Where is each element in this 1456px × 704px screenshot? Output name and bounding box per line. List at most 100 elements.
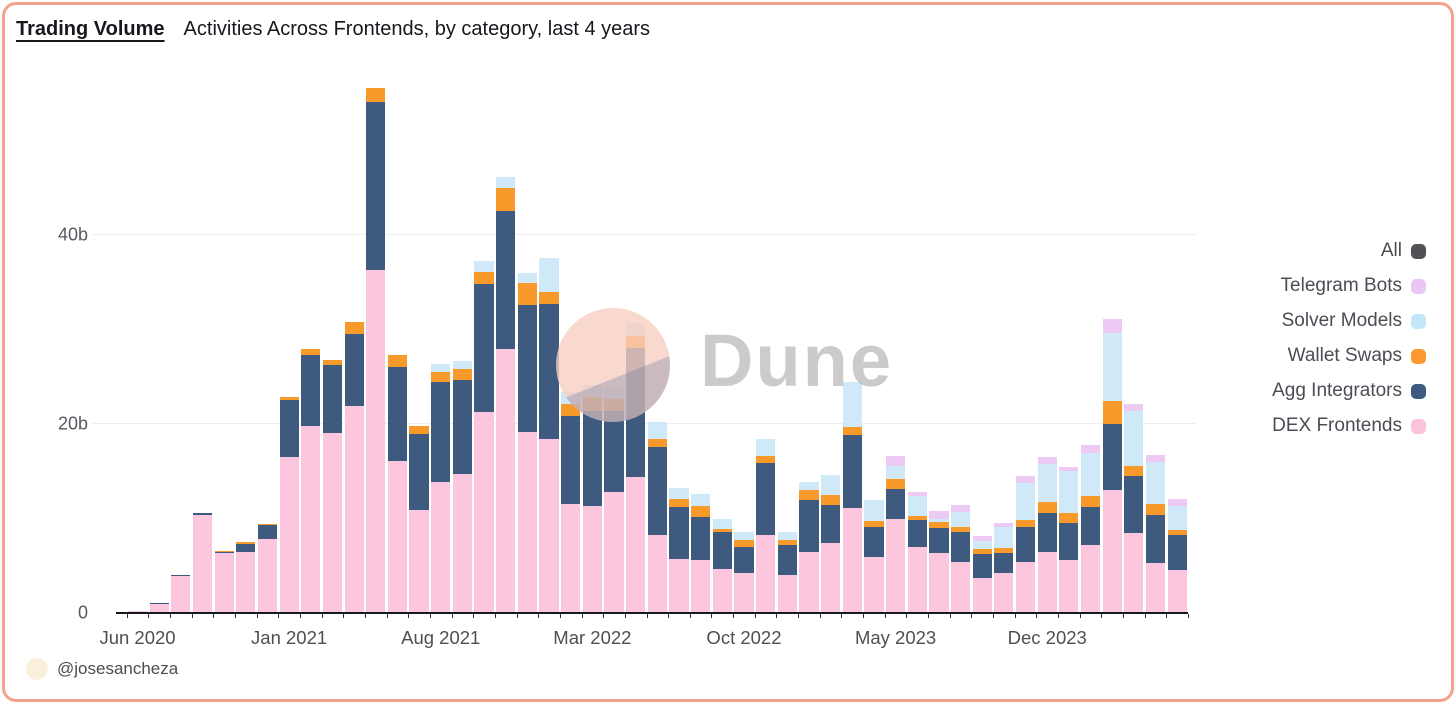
bar-segment-wallet-swaps[interactable] (647, 439, 667, 447)
bar-segment-wallet-swaps[interactable] (496, 187, 516, 212)
bar-segment-dex-frontends[interactable] (322, 433, 343, 612)
bar-segment-solver-models[interactable] (452, 360, 472, 370)
bar-aug-2020[interactable] (171, 575, 191, 612)
legend-item-dex-frontends[interactable]: DEX Frontends (1272, 415, 1426, 437)
bar-segment-dex-frontends[interactable] (777, 575, 797, 612)
bar-segment-agg-integrators[interactable] (171, 575, 191, 577)
bar-mar-2023[interactable] (842, 382, 862, 612)
bar-segment-wallet-swaps[interactable] (950, 526, 971, 532)
legend-item-solver-models[interactable]: Solver Models (1272, 310, 1426, 332)
bar-segment-solver-models[interactable] (647, 422, 667, 440)
bar-segment-telegram-bots[interactable] (1015, 475, 1036, 483)
legend-item-telegram-bots[interactable]: Telegram Bots (1272, 275, 1426, 297)
bar-segment-agg-integrators[interactable] (756, 462, 776, 535)
bar-segment-solver-models[interactable] (561, 391, 581, 405)
bar-apr-2023[interactable] (864, 499, 884, 612)
bar-segment-wallet-swaps[interactable] (972, 549, 992, 555)
bar-apr-2021[interactable] (344, 321, 364, 612)
bar-dec-2023[interactable] (1037, 456, 1057, 612)
bar-segment-solver-models[interactable] (1145, 461, 1166, 505)
bar-segment-wallet-swaps[interactable] (691, 506, 711, 517)
bar-segment-solver-models[interactable] (994, 527, 1014, 549)
bar-segment-dex-frontends[interactable] (561, 504, 581, 612)
bar-segment-solver-models[interactable] (712, 519, 732, 529)
bar-segment-dex-frontends[interactable] (366, 269, 386, 612)
bar-sep-2020[interactable] (192, 512, 213, 612)
bar-segment-agg-integrators[interactable] (387, 367, 407, 461)
bar-segment-dex-frontends[interactable] (950, 561, 971, 612)
legend-item-agg-integrators[interactable]: Agg Integrators (1272, 380, 1426, 402)
bar-segment-agg-integrators[interactable] (712, 531, 732, 570)
bar-segment-wallet-swaps[interactable] (214, 550, 234, 552)
bar-segment-wallet-swaps[interactable] (669, 498, 689, 508)
bar-segment-solver-models[interactable] (756, 439, 776, 457)
bar-segment-wallet-swaps[interactable] (517, 283, 537, 305)
bar-segment-wallet-swaps[interactable] (842, 426, 862, 436)
bar-segment-agg-integrators[interactable] (279, 400, 299, 458)
bar-segment-wallet-swaps[interactable] (301, 349, 321, 355)
bar-segment-solver-models[interactable] (626, 322, 646, 337)
bar-segment-dex-frontends[interactable] (452, 474, 472, 612)
bar-segment-agg-integrators[interactable] (799, 499, 819, 553)
bar-segment-wallet-swaps[interactable] (539, 291, 559, 304)
bar-jul-2021[interactable] (409, 425, 429, 612)
bar-jan-2024[interactable] (1059, 466, 1079, 612)
bar-segment-wallet-swaps[interactable] (929, 521, 949, 528)
bar-aug-2021[interactable] (431, 364, 451, 612)
bar-segment-solver-models[interactable] (886, 465, 906, 479)
bar-segment-agg-integrators[interactable] (539, 303, 559, 440)
bar-sep-2021[interactable] (452, 360, 472, 612)
bar-segment-wallet-swaps[interactable] (387, 354, 407, 368)
bar-segment-dex-frontends[interactable] (1167, 570, 1187, 612)
bar-segment-agg-integrators[interactable] (842, 435, 862, 509)
bar-dec-2022[interactable] (777, 531, 797, 612)
bar-segment-agg-integrators[interactable] (582, 410, 602, 507)
bar-aug-2022[interactable] (691, 493, 711, 612)
bar-segment-agg-integrators[interactable] (929, 527, 949, 554)
bar-segment-agg-integrators[interactable] (366, 101, 386, 270)
bar-segment-wallet-swaps[interactable] (777, 540, 797, 545)
bar-segment-wallet-swaps[interactable] (582, 396, 602, 411)
bar-may-2023[interactable] (886, 456, 906, 612)
bar-segment-dex-frontends[interactable] (279, 457, 299, 612)
bar-mar-2024[interactable] (1102, 319, 1122, 612)
bar-segment-solver-models[interactable] (431, 364, 451, 372)
bar-jul-2023[interactable] (929, 510, 949, 612)
bar-segment-wallet-swaps[interactable] (1080, 495, 1101, 508)
bar-segment-agg-integrators[interactable] (972, 554, 992, 578)
bar-segment-agg-integrators[interactable] (1037, 512, 1057, 552)
bar-segment-dex-frontends[interactable] (431, 481, 451, 612)
bar-segment-wallet-swaps[interactable] (1102, 401, 1122, 424)
author-handle[interactable]: @josesancheza (57, 659, 179, 678)
bar-segment-solver-models[interactable] (864, 499, 884, 522)
bar-segment-telegram-bots[interactable] (907, 492, 927, 496)
bar-segment-dex-frontends[interactable] (756, 534, 776, 612)
bar-segment-dex-frontends[interactable] (1145, 562, 1166, 612)
bar-oct-2021[interactable] (474, 261, 494, 612)
bar-segment-agg-integrators[interactable] (734, 546, 754, 574)
bar-segment-dex-frontends[interactable] (647, 535, 667, 612)
bar-segment-agg-integrators[interactable] (821, 505, 841, 544)
bar-segment-wallet-swaps[interactable] (1015, 520, 1036, 527)
bar-segment-dex-frontends[interactable] (171, 576, 191, 612)
bar-may-2022[interactable] (626, 322, 646, 612)
bar-segment-wallet-swaps[interactable] (1037, 502, 1057, 513)
bar-segment-wallet-swaps[interactable] (279, 396, 299, 401)
bar-apr-2024[interactable] (1124, 404, 1144, 612)
bar-segment-agg-integrators[interactable] (561, 416, 581, 505)
bar-jan-2021[interactable] (279, 396, 299, 612)
bar-segment-solver-models[interactable] (972, 540, 992, 550)
bar-segment-agg-integrators[interactable] (864, 526, 884, 558)
bar-segment-wallet-swaps[interactable] (1145, 504, 1166, 515)
bar-segment-dex-frontends[interactable] (127, 610, 148, 612)
bar-segment-dex-frontends[interactable] (474, 411, 494, 612)
bar-segment-dex-frontends[interactable] (842, 508, 862, 612)
bar-segment-dex-frontends[interactable] (582, 506, 602, 612)
bar-segment-agg-integrators[interactable] (474, 284, 494, 412)
bar-segment-solver-models[interactable] (582, 385, 602, 397)
bar-aug-2023[interactable] (950, 504, 971, 612)
bar-segment-wallet-swaps[interactable] (712, 528, 732, 532)
bar-segment-agg-integrators[interactable] (431, 382, 451, 482)
bar-segment-dex-frontends[interactable] (972, 577, 992, 612)
bar-segment-wallet-swaps[interactable] (1167, 530, 1187, 536)
